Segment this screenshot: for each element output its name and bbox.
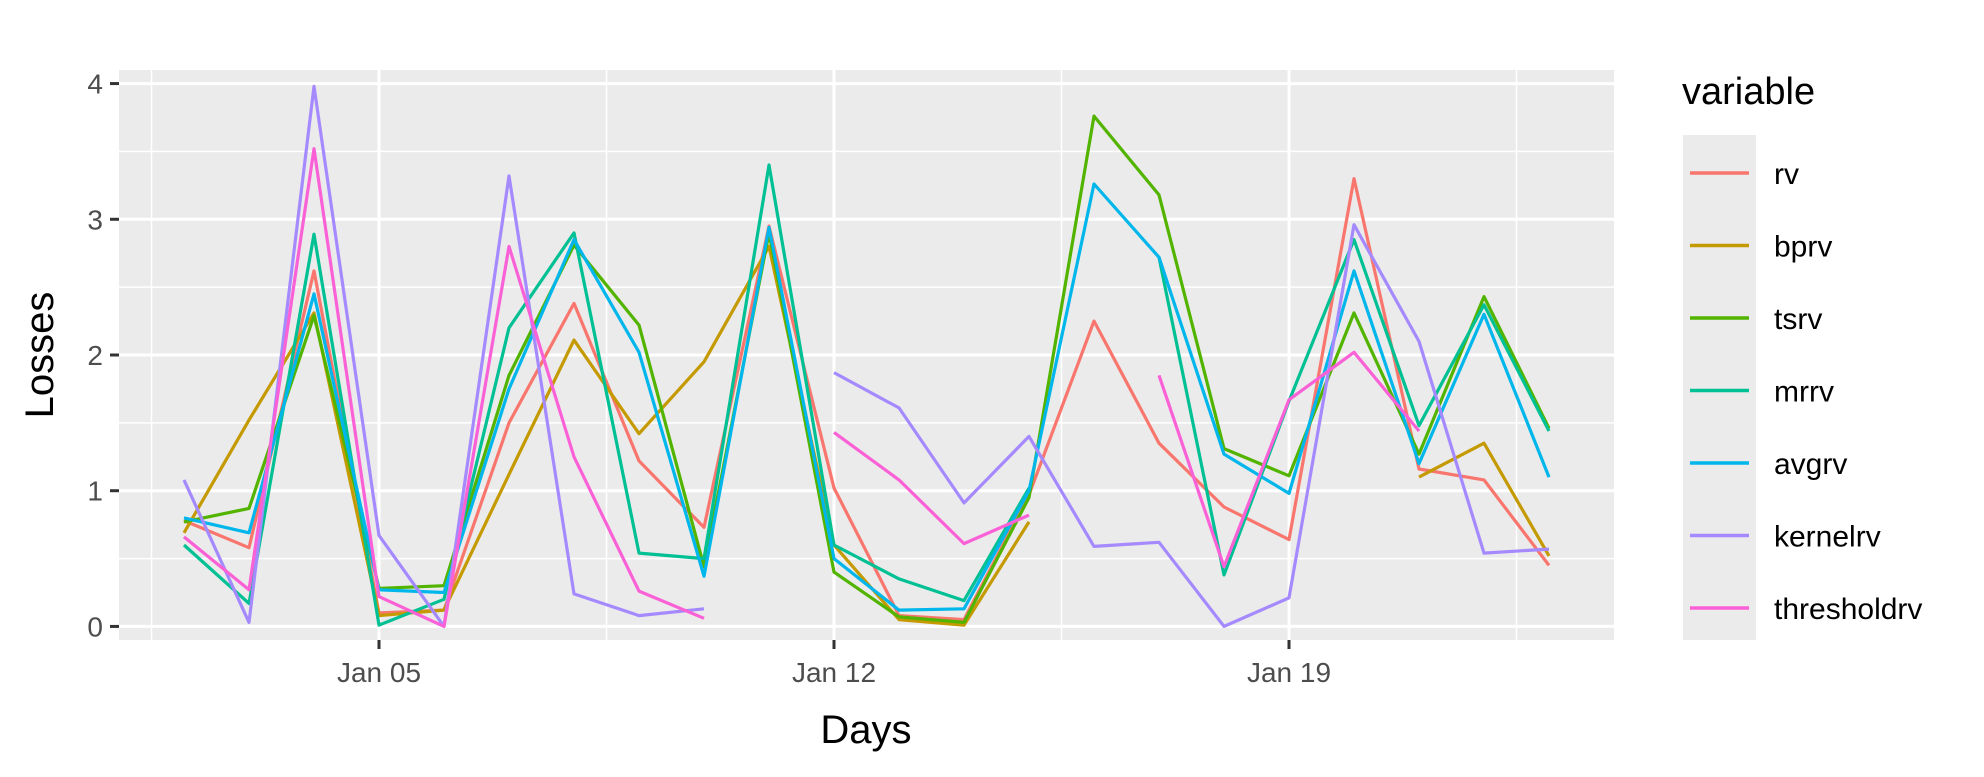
series-line-avgrv xyxy=(183,182,1551,612)
legend-label-avgrv: avgrv xyxy=(1774,448,1847,481)
series-line-kernelrv xyxy=(833,223,1550,628)
series-line-thresholdrv xyxy=(1157,350,1421,569)
legend-label-thresholdrv: thresholdrv xyxy=(1774,593,1922,626)
y-tick-label: 1 xyxy=(87,476,103,507)
legend-label-kernelrv: kernelrv xyxy=(1774,521,1881,554)
series-line-bprv xyxy=(1418,441,1551,557)
series-lines xyxy=(182,84,1551,628)
grid-major xyxy=(119,70,1614,640)
legend-label-rv: rv xyxy=(1774,158,1799,191)
legend-label-bprv: bprv xyxy=(1774,231,1832,264)
series-line-mrrv xyxy=(182,163,1031,627)
y-axis-title: Losses xyxy=(18,292,62,419)
legend-key-background xyxy=(1683,135,1756,640)
series-line-mrrv xyxy=(1157,238,1551,577)
x-axis-title: Days xyxy=(820,708,911,752)
legend-label-mrrv: mrrv xyxy=(1774,376,1834,409)
legend: variable rv bprv tsrv mrrv avgrv kernelrv thre… xyxy=(1682,71,1922,640)
x-axis: Jan 05 Jan 12 Jan 19 xyxy=(337,640,1331,688)
x-tick-label: Jan 12 xyxy=(792,657,876,688)
legend-label-tsrv: tsrv xyxy=(1774,303,1822,336)
series-line-thresholdrv xyxy=(182,147,705,628)
series-line-tsrv xyxy=(183,114,1551,624)
y-tick-label: 3 xyxy=(87,204,103,235)
x-tick-label: Jan 19 xyxy=(1247,657,1331,688)
x-tick-label: Jan 05 xyxy=(337,657,421,688)
y-axis: 0 1 2 3 4 xyxy=(87,69,119,642)
y-tick-label: 4 xyxy=(87,69,103,100)
legend-title: variable xyxy=(1682,71,1815,113)
series-line-thresholdrv xyxy=(833,431,1030,546)
y-tick-label: 2 xyxy=(87,340,103,371)
y-tick-label: 0 xyxy=(87,611,103,642)
legend-items: rv bprv tsrv mrrv avgrv kernelrv thresholdrv xyxy=(1690,158,1922,626)
